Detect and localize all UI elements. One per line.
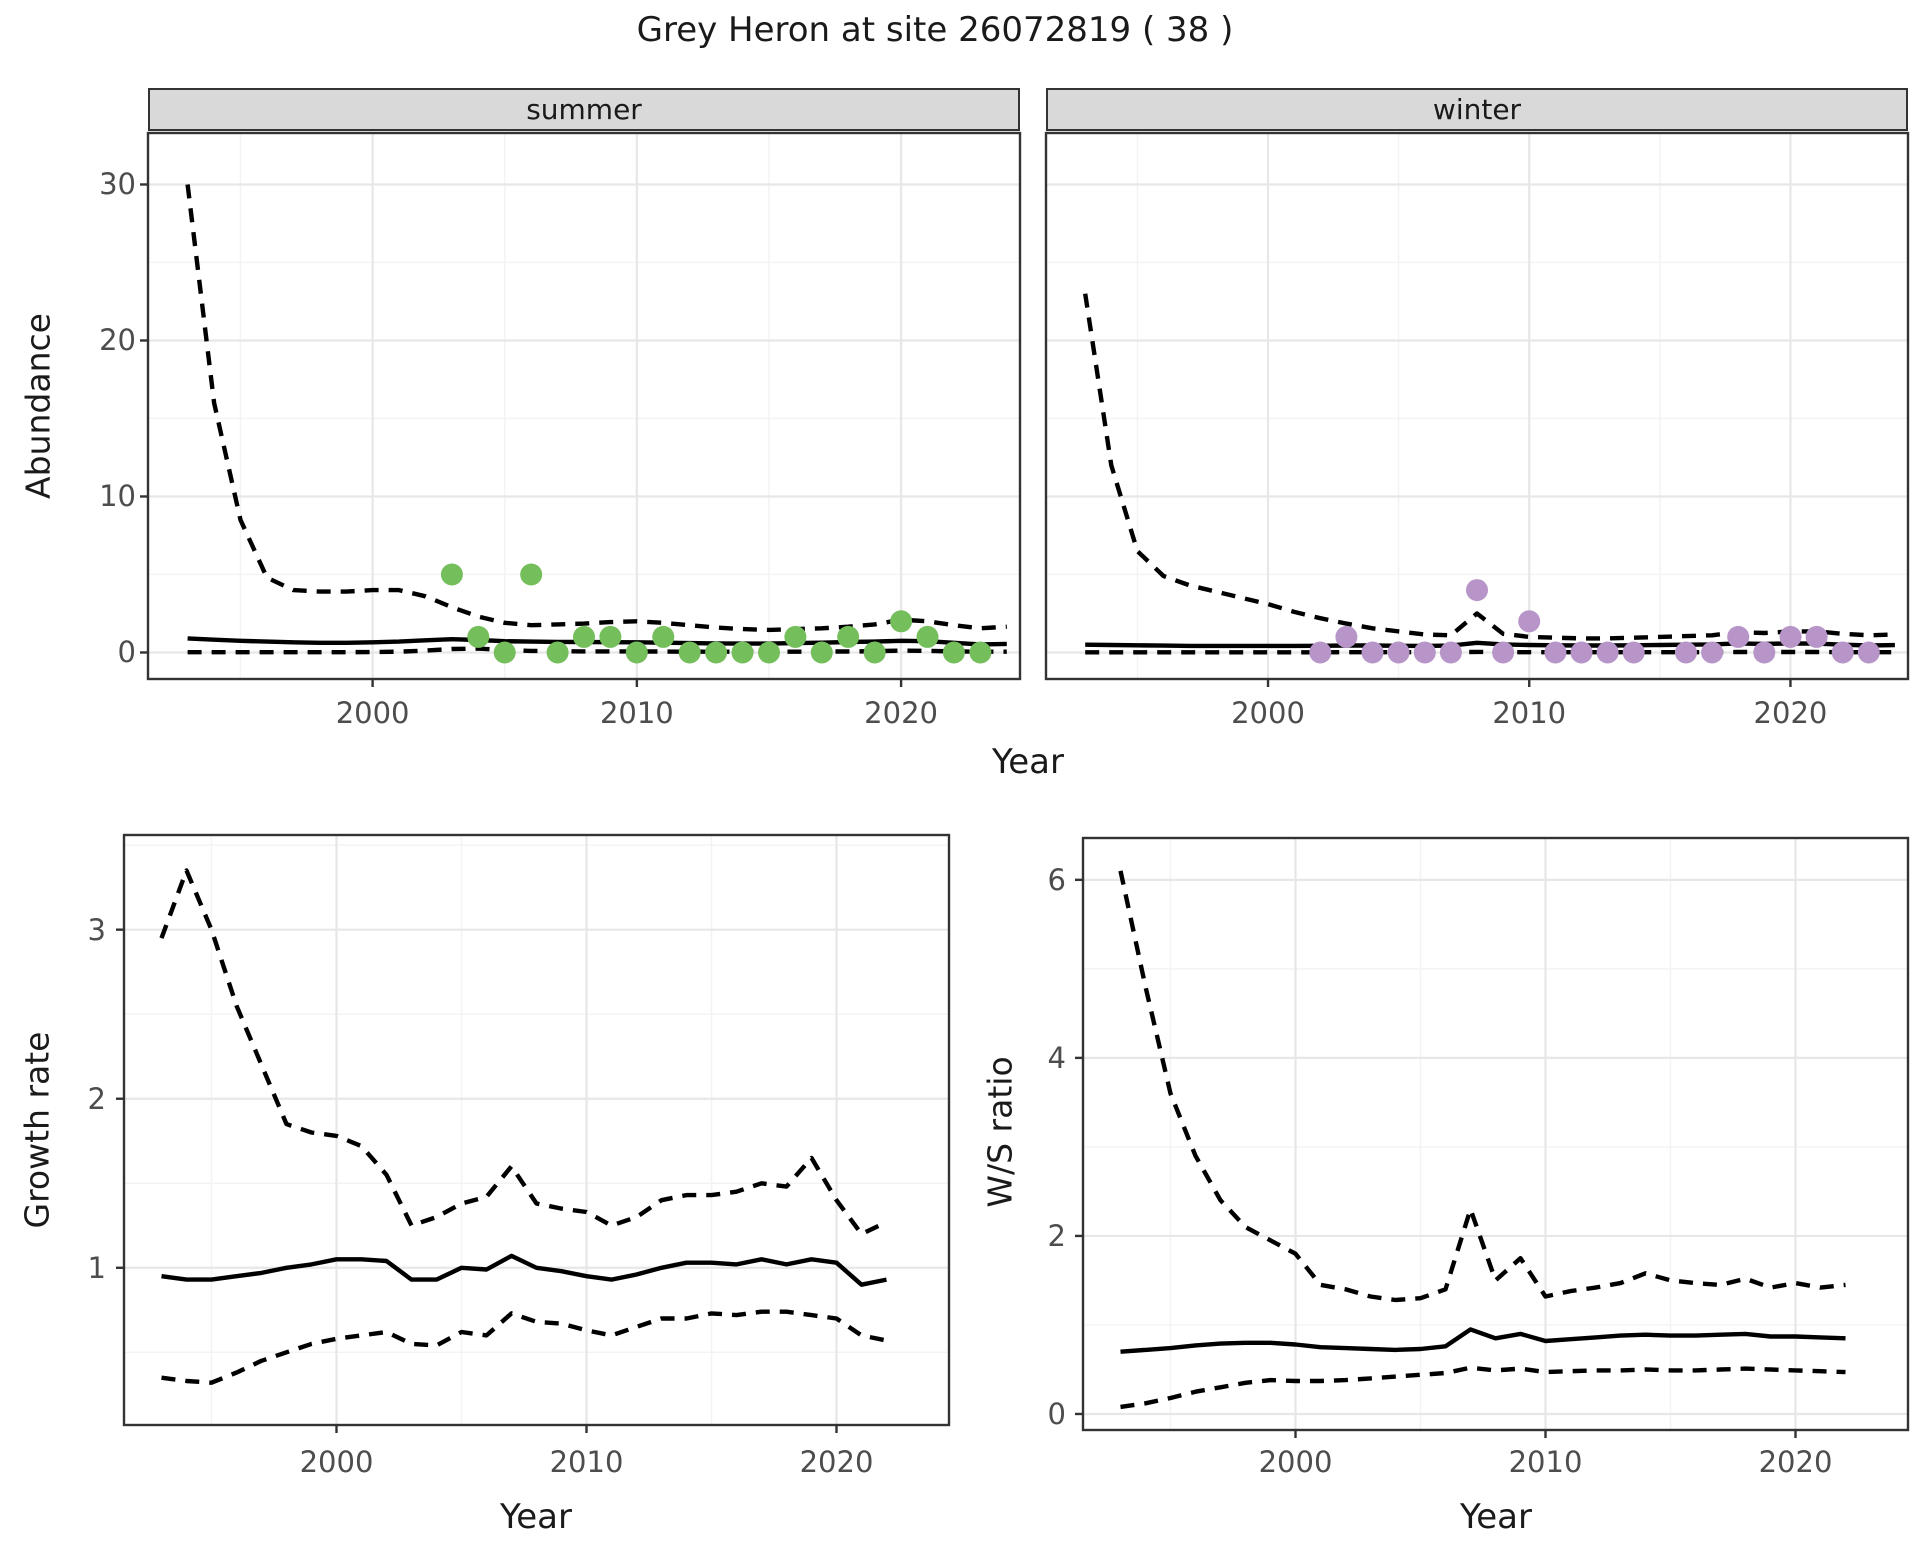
data-point-observed-counts-winter <box>1413 641 1436 664</box>
y-tick-label: 30 <box>99 167 136 202</box>
x-tick-label: 2020 <box>864 696 938 730</box>
data-point-observed-counts-summer <box>440 563 463 586</box>
x-axis-title-top: Year <box>992 742 1064 782</box>
data-point-observed-counts-winter <box>1309 641 1332 664</box>
data-point-observed-counts-summer <box>599 625 622 648</box>
series-lower_ci <box>1120 1365 1846 1410</box>
x-tick-label: 2010 <box>1508 1445 1583 1479</box>
data-point-observed-counts-summer <box>573 625 595 648</box>
y-tick-label: 20 <box>99 323 136 358</box>
data-point-observed-counts-summer <box>969 641 992 664</box>
panel-border <box>1044 131 1910 681</box>
x-tick-label: 2010 <box>599 696 674 730</box>
y-axis-title-growth-rate: Growth rate <box>17 1031 57 1229</box>
series-estimate <box>1120 1327 1846 1354</box>
data-point-observed-counts-winter <box>1622 641 1645 664</box>
series-upper_ci <box>1083 293 1895 641</box>
data-point-observed-counts-summer <box>652 625 675 648</box>
data-point-observed-counts-winter <box>1779 625 1802 648</box>
data-point-observed-counts-summer <box>863 641 886 664</box>
series-estimate <box>187 636 1007 647</box>
panel-border <box>1081 836 1910 1432</box>
x-tick-label: 2020 <box>1753 696 1828 730</box>
data-point-observed-counts-summer <box>916 625 939 648</box>
x-tick-label: 2010 <box>549 1445 624 1479</box>
y-tick-label: 6 <box>1047 862 1066 897</box>
y-tick-label: 0 <box>1047 1396 1066 1431</box>
facet-strip-summer: summer <box>148 88 1020 131</box>
data-point-observed-counts-summer <box>810 641 833 664</box>
data-point-observed-counts-winter <box>1570 641 1593 664</box>
panel-border <box>146 131 1022 681</box>
data-point-observed-counts-summer <box>837 625 860 648</box>
data-point-observed-counts-winter <box>1805 625 1828 648</box>
data-point-observed-counts-winter <box>1596 641 1619 664</box>
y-tick-label: 1 <box>87 1250 106 1285</box>
figure-title: Grey Heron at site 26072819 ( 38 ) <box>636 10 1234 50</box>
x-tick-label: 2020 <box>1758 1445 1833 1479</box>
data-point-observed-counts-summer <box>678 641 701 664</box>
series-estimate <box>161 1253 887 1287</box>
data-point-observed-counts-summer <box>784 625 807 648</box>
panel-abundance_summer <box>140 131 1022 687</box>
data-point-observed-counts-winter <box>1466 579 1488 602</box>
y-tick-label: 10 <box>99 479 136 514</box>
data-point-observed-counts-winter <box>1544 641 1567 664</box>
data-point-observed-counts-winter <box>1439 641 1462 664</box>
data-point-observed-counts-winter <box>1831 641 1854 664</box>
y-tick-label: 4 <box>1047 1040 1066 1075</box>
y-tick-label: 0 <box>117 635 136 670</box>
y-tick-label: 3 <box>87 912 106 947</box>
data-point-observed-counts-winter <box>1518 610 1541 633</box>
x-axis-title-ws: Year <box>1460 1497 1532 1537</box>
data-point-observed-counts-summer <box>942 641 965 664</box>
data-point-observed-counts-summer <box>467 625 490 648</box>
facet-strip-summer-label: summer <box>526 93 642 126</box>
panel-border <box>122 833 951 1427</box>
x-tick-label: 2020 <box>799 1445 874 1479</box>
x-tick-label: 2000 <box>1258 1445 1333 1479</box>
data-point-observed-counts-winter <box>1492 641 1515 664</box>
x-tick-label: 2010 <box>1492 696 1567 730</box>
data-point-observed-counts-winter <box>1727 625 1750 648</box>
series-lower_ci <box>161 1309 887 1385</box>
facet-strip-winter: winter <box>1046 88 1908 131</box>
data-point-observed-counts-winter <box>1387 641 1410 664</box>
panel-abundance_winter <box>1044 131 1910 687</box>
panel-growth_rate <box>116 833 951 1433</box>
x-tick-label: 2000 <box>1231 696 1305 730</box>
data-point-observed-counts-winter <box>1361 641 1384 664</box>
x-tick-label: 2000 <box>299 1445 374 1479</box>
y-tick-label: 2 <box>87 1081 106 1116</box>
series-upper_ci <box>1118 870 1846 1303</box>
x-tick-label: 2000 <box>335 696 410 730</box>
data-point-observed-counts-winter <box>1335 625 1358 648</box>
panel-ws_ratio <box>1075 836 1910 1438</box>
data-point-observed-counts-winter <box>1753 641 1776 664</box>
y-axis-title-abundance: Abundance <box>18 313 58 499</box>
x-axis-title-growth: Year <box>500 1497 572 1537</box>
data-point-observed-counts-summer <box>731 641 754 664</box>
data-point-observed-counts-summer <box>758 641 780 664</box>
data-point-observed-counts-winter <box>1701 641 1724 664</box>
data-point-observed-counts-winter <box>1857 641 1880 664</box>
facet-strip-winter-label: winter <box>1432 93 1522 126</box>
data-point-observed-counts-summer <box>705 641 728 664</box>
y-tick-label: 2 <box>1047 1218 1066 1253</box>
data-point-observed-counts-summer <box>890 610 913 633</box>
data-point-observed-counts-summer <box>493 641 516 664</box>
data-point-observed-counts-summer <box>625 641 648 664</box>
data-point-observed-counts-summer <box>520 563 543 586</box>
series-upper_ci <box>159 868 888 1237</box>
series-upper_ci <box>185 184 1007 633</box>
data-point-observed-counts-winter <box>1675 641 1697 664</box>
y-axis-title-ws-ratio: W/S ratio <box>980 1056 1020 1208</box>
data-point-observed-counts-summer <box>546 641 569 664</box>
